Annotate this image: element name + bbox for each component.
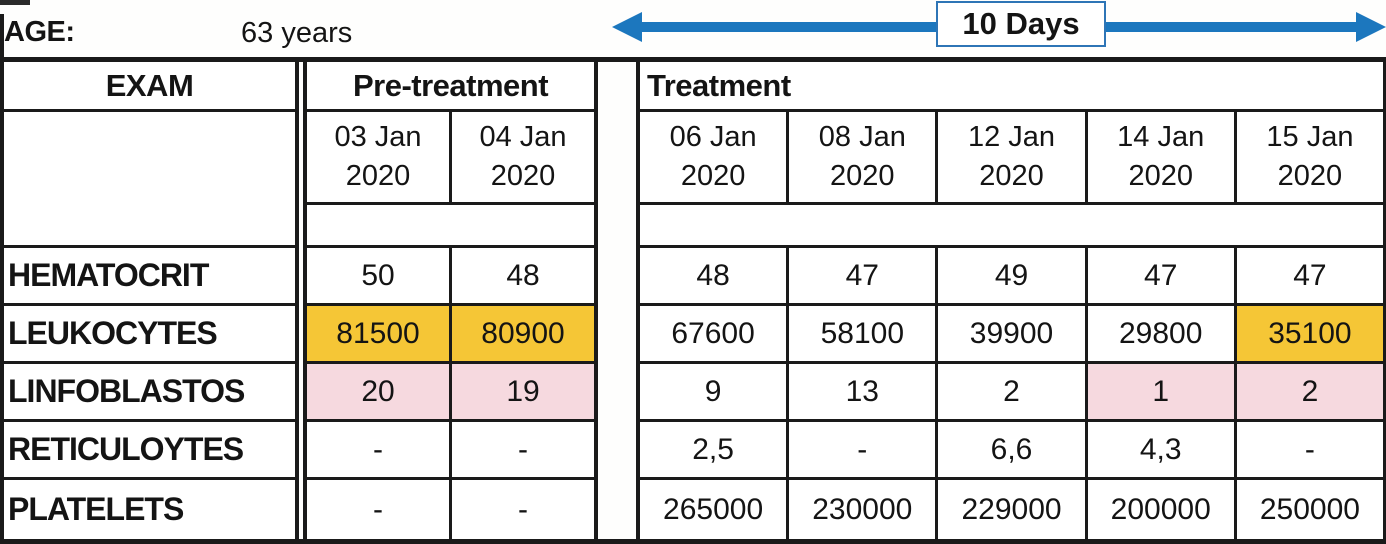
date-day: 06 Jan <box>669 121 757 154</box>
cell-reticuloytes-pre-2: - <box>518 432 528 466</box>
cell-linfoblastos-pre-2: 19 <box>452 364 594 419</box>
cell-leukocytes-pre-1: 81500 <box>307 306 452 361</box>
cell-hematocrit-treat-4: 47 <box>1088 248 1237 303</box>
date-header-08jan: 08 Jan 2020 <box>789 112 939 202</box>
cell-reticuloytes-treat-1: 2,5 <box>640 422 790 477</box>
cell-platelets-treat-2: 230000 <box>789 480 939 539</box>
date-year: 2020 <box>1277 160 1343 192</box>
date-day: 04 Jan <box>479 121 567 154</box>
row-label-linfoblastos: LINFOBLASTOS <box>8 373 245 409</box>
cell-hematocrit-pre-1: 50 <box>307 248 452 303</box>
duration-label: 10 Days <box>962 6 1080 41</box>
date-year: 2020 <box>979 160 1044 192</box>
cell-reticuloytes-treat-3: 6,6 <box>938 422 1088 477</box>
cell-linfoblastos-treat-4: 1 <box>1087 364 1237 419</box>
duration-label-box: 10 Days <box>936 1 1106 47</box>
exam-column-header: EXAM <box>105 67 194 103</box>
cell-linfoblastos-treat-5: 2 <box>1236 364 1384 419</box>
row-label-leukocytes: LEUKOCYTES <box>8 315 218 351</box>
date-day: 08 Jan <box>818 121 906 154</box>
date-header-03jan: 03 Jan 2020 <box>307 112 452 202</box>
arrow-right-head-icon <box>1356 12 1386 42</box>
cell-platelets-treat-5: 250000 <box>1259 492 1360 526</box>
treatment-header: Treatment <box>647 67 791 103</box>
cell-platelets-pre-2: - <box>518 492 528 526</box>
cell-platelets-treat-3: 229000 <box>938 480 1088 539</box>
cell-linfoblastos-treat-3: 2 <box>938 364 1088 419</box>
cell-linfoblastos-treat-1: 9 <box>640 364 790 419</box>
cell-leukocytes-pre-2: 80900 <box>452 306 594 361</box>
cell-hematocrit-treat-2: 47 <box>789 248 939 303</box>
arrow-left-head-icon <box>612 12 642 42</box>
cell-platelets-pre-1: - <box>307 480 452 539</box>
cell-reticuloytes-treat-5: - <box>1304 432 1315 466</box>
cell-reticuloytes-treat-4: 4,3 <box>1088 422 1237 477</box>
row-label-reticuloytes: RETICULOYTES <box>8 431 244 467</box>
date-header-15jan: 15 Jan 2020 <box>1237 112 1383 202</box>
scan-corner-mark <box>0 0 30 5</box>
date-header-12jan: 12 Jan 2020 <box>938 112 1088 202</box>
age-label: AGE: <box>4 16 75 48</box>
age-value: 63 years <box>241 17 353 49</box>
pre-treatment-header: Pre-treatment <box>352 67 549 103</box>
cell-platelets-treat-1: 265000 <box>640 480 790 539</box>
cell-hematocrit-pre-2: 48 <box>506 258 540 292</box>
date-header-14jan: 14 Jan 2020 <box>1088 112 1237 202</box>
exam-empty-cell <box>4 112 295 245</box>
cell-leukocytes-treat-2: 58100 <box>789 306 939 361</box>
date-year: 2020 <box>490 160 556 192</box>
date-year: 2020 <box>680 160 746 192</box>
cell-platelets-treat-4: 200000 <box>1088 480 1237 539</box>
date-year: 2020 <box>345 160 411 192</box>
cell-reticuloytes-treat-2: - <box>789 422 939 477</box>
row-label-platelets: PLATELETS <box>8 491 184 527</box>
date-year: 2020 <box>830 160 895 192</box>
table-top-border <box>0 57 1386 62</box>
date-day: 12 Jan <box>967 121 1056 154</box>
date-year: 2020 <box>1128 160 1193 192</box>
table-bottom-border <box>0 539 1386 544</box>
cell-hematocrit-treat-3: 49 <box>938 248 1088 303</box>
cell-linfoblastos-pre-1: 20 <box>307 364 452 419</box>
date-header-06jan: 06 Jan 2020 <box>640 112 790 202</box>
cell-leukocytes-treat-3: 39900 <box>938 306 1088 361</box>
pre-treatment-blank-row <box>307 205 594 245</box>
exam-column-section: EXAM HEMATOCRIT LEUKOCYTES LINFOBLASTOS … <box>0 62 299 539</box>
treatment-blank-row <box>640 205 1383 245</box>
cell-reticuloytes-pre-1: - <box>307 422 452 477</box>
pre-treatment-section: Pre-treatment 03 Jan 2020 04 Jan 2020 50… <box>303 62 598 539</box>
cell-linfoblastos-treat-2: 13 <box>789 364 939 419</box>
cell-hematocrit-treat-1: 48 <box>640 248 790 303</box>
cell-hematocrit-treat-5: 47 <box>1293 258 1327 292</box>
cell-leukocytes-treat-1: 67600 <box>640 306 790 361</box>
treatment-section: Treatment 06 Jan 2020 08 Jan 2020 12 Jan… <box>636 62 1386 539</box>
date-header-04jan: 04 Jan 2020 <box>452 112 594 202</box>
date-day: 15 Jan <box>1266 121 1354 154</box>
scan-left-border <box>0 14 4 58</box>
row-label-hematocrit: HEMATOCRIT <box>8 257 209 293</box>
cell-leukocytes-treat-4: 29800 <box>1088 306 1237 361</box>
date-day: 14 Jan <box>1117 121 1205 154</box>
date-day: 03 Jan <box>334 121 422 154</box>
cell-leukocytes-treat-5: 35100 <box>1236 306 1384 361</box>
